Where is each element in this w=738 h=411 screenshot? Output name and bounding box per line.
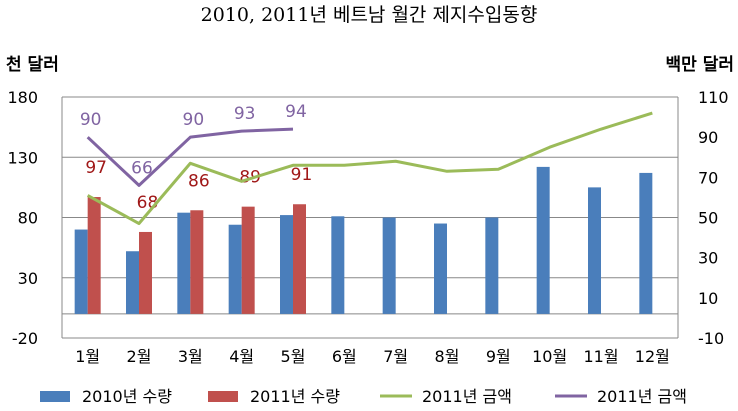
bar — [331, 216, 345, 314]
right-tick-label: 70 — [698, 168, 718, 187]
right-tick-label: -10 — [698, 329, 724, 348]
series-line — [86, 127, 294, 187]
category-label: 9월 — [486, 347, 511, 366]
right-tick-label: 50 — [698, 209, 718, 228]
category-label: 2월 — [127, 347, 152, 366]
bar — [139, 231, 152, 314]
left-axis-unit: 천 달러 — [6, 54, 59, 75]
category-label: 10월 — [532, 347, 567, 366]
data-label: 86 — [188, 171, 210, 191]
category-label: 4월 — [229, 347, 254, 366]
category-label: 5월 — [281, 347, 306, 366]
legend-label: 2011년 금액 — [422, 387, 512, 406]
chart-title: 2010, 2011년 베트남 월간 제지수입동향 — [201, 4, 538, 26]
bar — [536, 166, 550, 314]
data-label: 91 — [291, 165, 313, 185]
left-tick-label: 180 — [7, 88, 38, 107]
data-label: 66 — [131, 158, 153, 178]
bar — [280, 215, 293, 314]
right-tick-label: 30 — [698, 249, 718, 268]
category-label: 11월 — [583, 347, 618, 366]
category-label: 7월 — [383, 347, 408, 366]
data-label: 90 — [80, 110, 102, 130]
category-label: 8월 — [435, 347, 460, 366]
category-label: 12월 — [635, 347, 670, 366]
bar — [639, 172, 653, 314]
bar — [588, 187, 601, 314]
data-label: 94 — [285, 102, 307, 122]
category-label: 6월 — [332, 347, 357, 366]
legend: 2010년 수량 2011년 수량 2011년 금액 2011년 금액 — [40, 387, 687, 406]
legend-swatch — [40, 391, 70, 402]
right-tick-label: 10 — [698, 289, 718, 308]
left-tick-label: 30 — [18, 269, 38, 288]
data-label: 97 — [85, 158, 107, 178]
legend-label: 2010년 수량 — [82, 387, 172, 406]
bar — [382, 217, 396, 314]
legend-label: 2011년 금액 — [597, 387, 687, 406]
legend-label: 2011년 수량 — [250, 387, 340, 406]
plot-area: -20 30 80 130 180 -10 10 30 50 70 90 110 1월 2월 3월 4월 5월 6… — [7, 88, 728, 366]
bar — [74, 229, 88, 314]
left-tick-label: 80 — [18, 209, 38, 228]
right-tick-label: 110 — [698, 88, 729, 107]
left-tick-label: -20 — [12, 329, 38, 348]
right-axis-unit: 백만 달러 — [666, 54, 734, 75]
left-tick-label: 130 — [7, 148, 38, 167]
bar — [228, 224, 242, 314]
bar — [177, 212, 191, 314]
bar — [126, 251, 139, 314]
category-label: 3월 — [178, 347, 203, 366]
right-tick-label: 90 — [698, 128, 718, 147]
bar — [434, 223, 447, 314]
data-label: 93 — [234, 104, 256, 124]
legend-swatch — [208, 391, 238, 402]
category-label: 1월 — [75, 347, 100, 366]
bar — [293, 204, 306, 314]
bar — [241, 206, 255, 314]
bar — [87, 197, 101, 314]
bar — [190, 210, 204, 314]
series-line — [86, 111, 653, 226]
bar — [485, 217, 499, 314]
data-label: 90 — [183, 110, 205, 130]
